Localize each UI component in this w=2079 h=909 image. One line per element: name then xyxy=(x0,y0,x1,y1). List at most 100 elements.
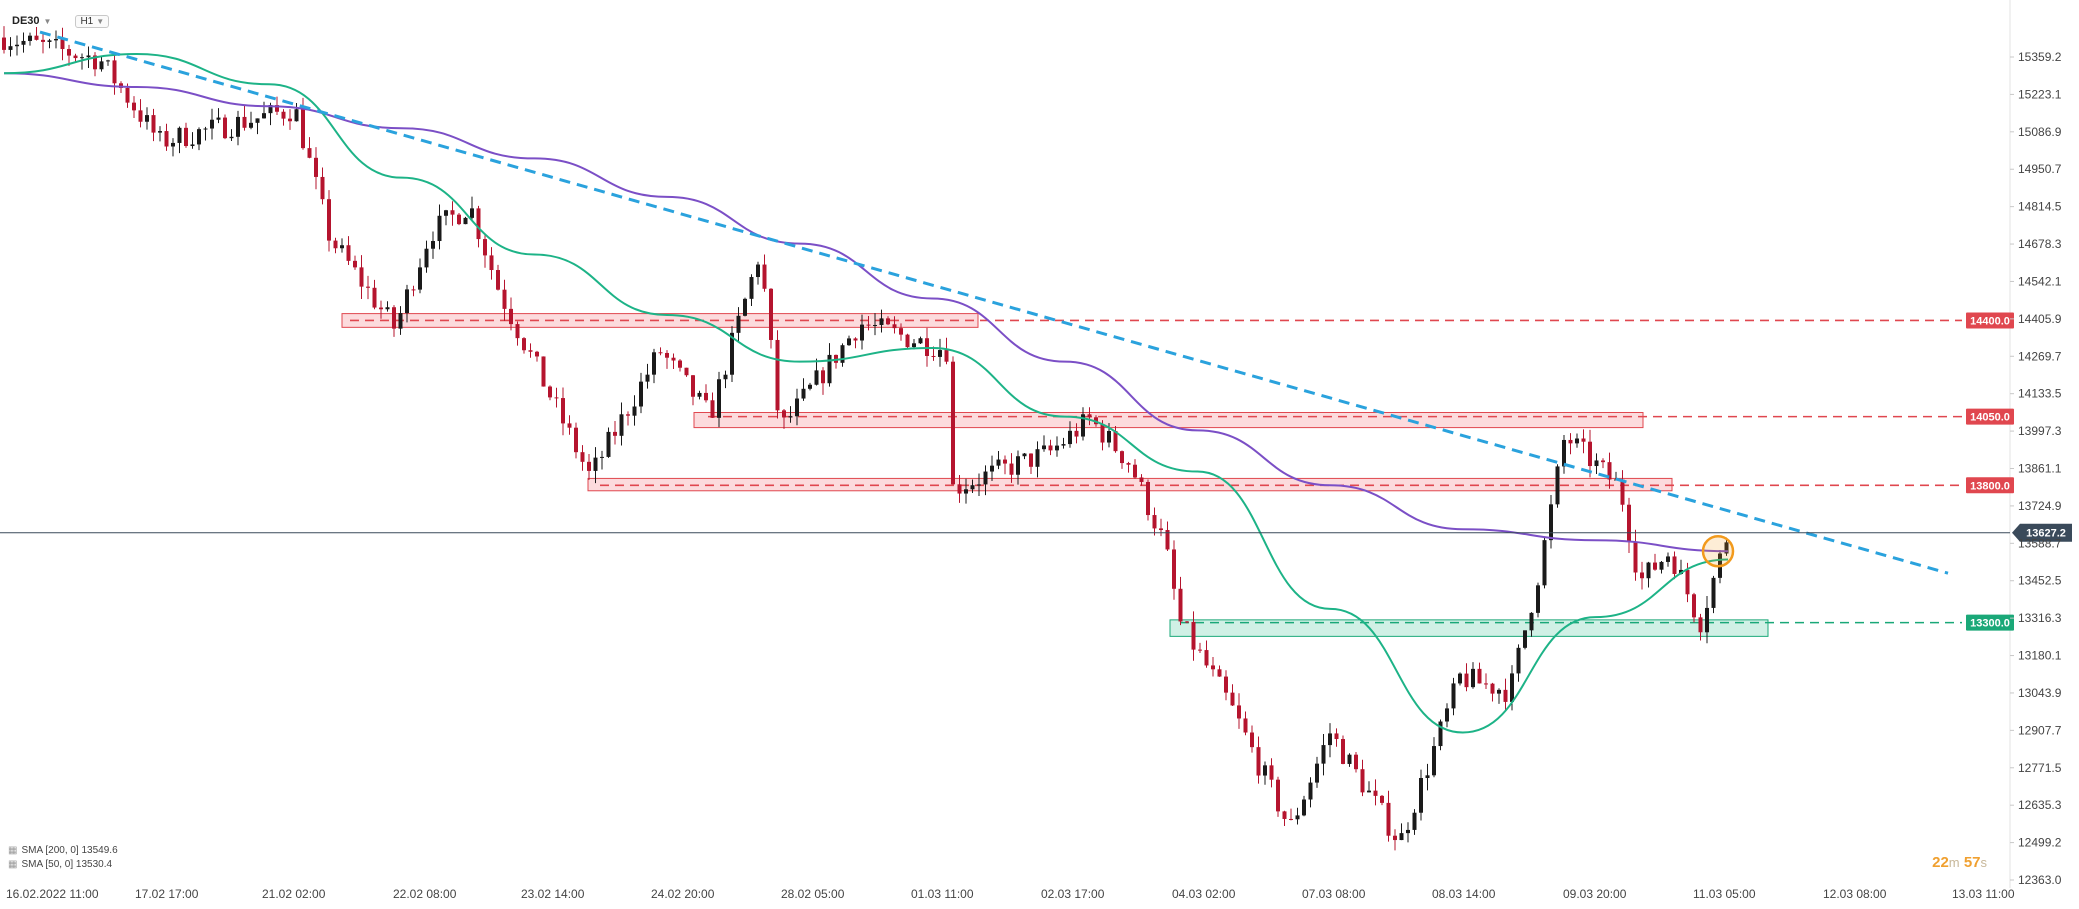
candle-body xyxy=(671,357,676,361)
timer-seconds: 57 xyxy=(1963,854,1981,871)
symbol-selector[interactable]: DE30 ▼ xyxy=(8,14,55,28)
candle-body xyxy=(1191,621,1196,650)
candle-body xyxy=(912,343,916,348)
indicator-icon: ▦ xyxy=(8,845,18,856)
time-axis[interactable]: 16.02.2022 11:00 17.02 17:00 21.02 02:00 22… xyxy=(6,887,2015,901)
candle-body xyxy=(1048,445,1053,451)
candle-body xyxy=(684,367,689,376)
candle-body xyxy=(782,410,786,418)
candle-body xyxy=(1334,733,1339,740)
candle-body xyxy=(1276,779,1280,812)
candle-body xyxy=(899,328,903,335)
candle-body xyxy=(1484,683,1488,685)
x-tick-label: 01.03 11:00 xyxy=(911,887,974,901)
legend-sma50[interactable]: ▦ SMA [50, 0] 13530.4 xyxy=(8,858,118,872)
candle-countdown: 22m 57s xyxy=(1932,854,1987,871)
candle-body xyxy=(821,370,825,384)
candle-body xyxy=(1607,462,1612,480)
candle-body xyxy=(197,129,201,145)
candle-body xyxy=(619,414,624,436)
candle-body xyxy=(67,49,71,56)
candle-body xyxy=(730,332,734,375)
trendline[interactable] xyxy=(39,30,1949,575)
candle-body xyxy=(1360,769,1365,793)
candle-body xyxy=(580,452,585,462)
level-zone xyxy=(1169,619,1769,637)
legend-sma200[interactable]: ▦ SMA [200, 0] 13549.6 xyxy=(8,844,118,858)
candle-body xyxy=(1061,444,1066,446)
candle-body xyxy=(541,356,546,387)
candle-body xyxy=(1081,414,1085,437)
timer-minutes: 22 xyxy=(1932,854,1949,871)
candle-body xyxy=(314,157,318,177)
level-tag-label: 13800.0 xyxy=(1970,480,2010,492)
indicator-icon: ▦ xyxy=(8,859,18,870)
candle-body xyxy=(54,38,58,41)
candle-body xyxy=(762,264,767,289)
candle-body xyxy=(931,355,936,357)
candle-body xyxy=(1139,477,1144,482)
candle-body xyxy=(1250,732,1254,748)
candle-body xyxy=(1146,481,1150,516)
candle-body xyxy=(866,324,871,326)
candle-body xyxy=(1282,811,1287,819)
candle-body xyxy=(190,144,195,147)
candle-body xyxy=(1627,504,1631,542)
candle-body xyxy=(2,37,6,50)
candle-body xyxy=(1698,617,1703,633)
candle-body xyxy=(268,105,273,114)
y-tick-label: 12363.0 xyxy=(2018,873,2062,887)
sma200-line xyxy=(3,72,1729,553)
candle-body xyxy=(275,105,279,112)
candle-body xyxy=(327,199,331,241)
candle-body xyxy=(1653,562,1657,570)
current-price-line: 13627.2 xyxy=(0,523,2072,542)
candle-body xyxy=(119,83,123,89)
y-tick-label: 13724.9 xyxy=(2018,499,2062,513)
candle-body xyxy=(411,289,416,291)
price-axis[interactable]: 15359.2 15223.1 15086.9 14950.7 14814.5 14678… xyxy=(2010,50,2062,887)
candle-body xyxy=(587,461,591,471)
candle-body xyxy=(1666,556,1670,562)
candle-body xyxy=(665,352,669,358)
candle-body xyxy=(873,324,877,326)
candle-body xyxy=(983,471,988,485)
candle-body xyxy=(1399,833,1404,841)
candle-body xyxy=(808,384,812,389)
candle-body xyxy=(1211,665,1215,670)
candle-body xyxy=(229,136,234,139)
candle-body xyxy=(366,286,370,288)
candle-body xyxy=(905,334,910,348)
candle-body xyxy=(561,398,565,424)
candle-body xyxy=(990,465,994,472)
candle-body xyxy=(1263,765,1267,776)
x-tick-label: 24.02 20:00 xyxy=(651,887,715,901)
candle-body xyxy=(1289,818,1293,820)
candle-body xyxy=(1055,445,1059,451)
candle-body xyxy=(717,379,721,418)
candle-body xyxy=(1029,453,1033,467)
candle-body xyxy=(1003,459,1007,464)
candle-body xyxy=(1269,765,1274,780)
timeframe-selector[interactable]: H1 ▼ xyxy=(75,14,110,28)
candle-body xyxy=(600,456,604,458)
y-tick-label: 15086.9 xyxy=(2018,125,2062,139)
candle-body xyxy=(1685,569,1690,595)
candle-body xyxy=(28,35,32,41)
candle-body xyxy=(613,431,617,436)
candle-body xyxy=(1165,530,1170,550)
y-tick-label: 13588.7 xyxy=(2018,536,2062,550)
candle-body xyxy=(249,122,253,128)
candle-body xyxy=(112,60,117,84)
candle-body xyxy=(1620,479,1625,505)
candle-body xyxy=(1672,556,1677,574)
candle-body xyxy=(801,388,806,399)
candle-body xyxy=(795,398,799,417)
candle-body xyxy=(1217,669,1222,677)
y-tick-label: 14269.7 xyxy=(2018,349,2062,363)
candle-body xyxy=(1464,673,1469,688)
candle-body xyxy=(372,287,377,308)
candle-body xyxy=(1185,621,1189,623)
highlight-marker xyxy=(1701,534,1735,568)
